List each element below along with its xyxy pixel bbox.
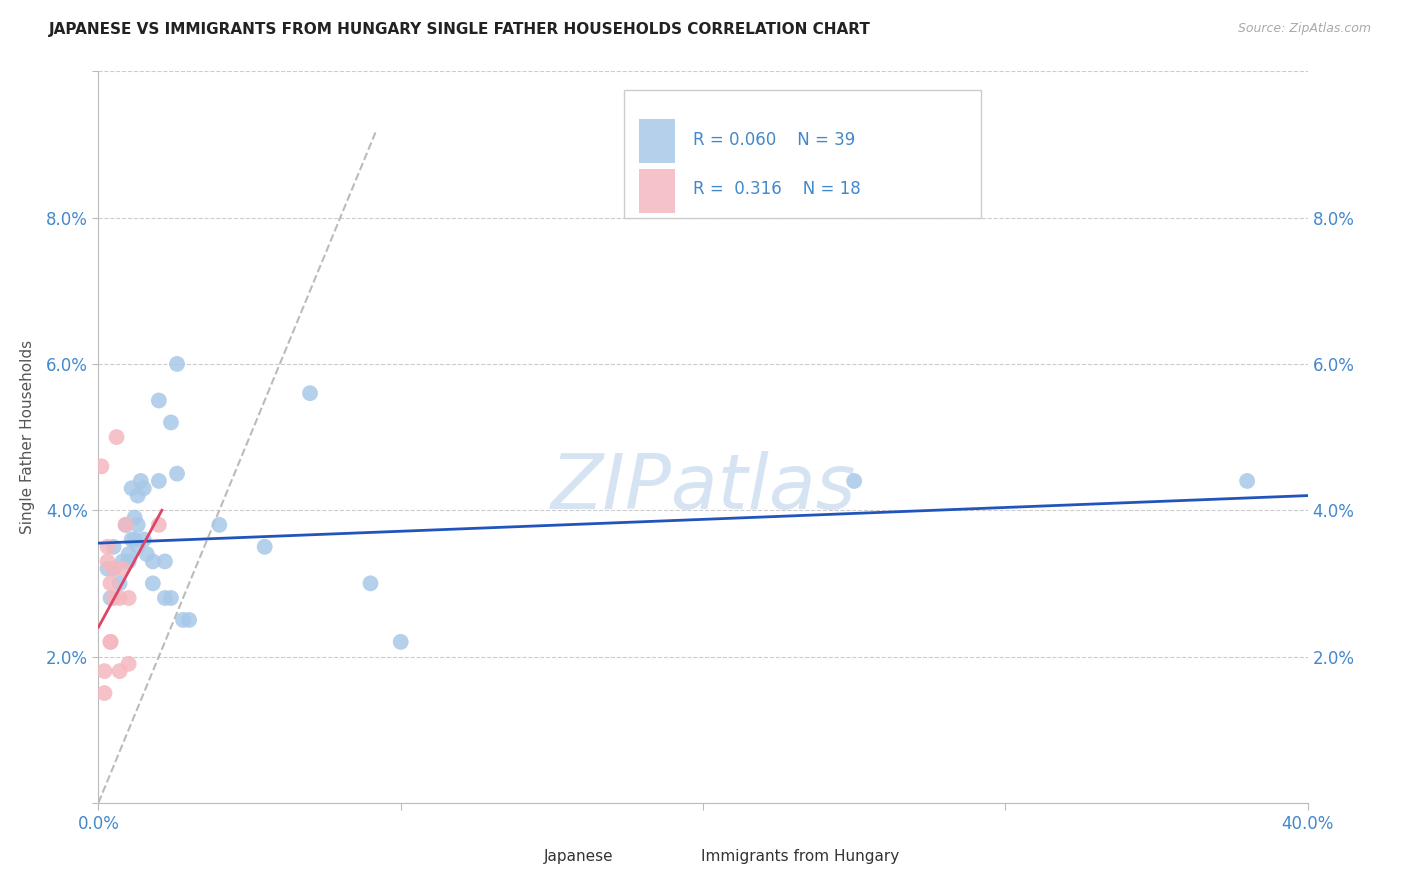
Point: [127, 489, 149, 503]
Point: [93, 686, 115, 700]
Point: [100, 635, 122, 649]
Point: [135, 547, 157, 561]
Point: [100, 576, 122, 591]
Point: [179, 613, 201, 627]
Text: ZIPatlas: ZIPatlas: [550, 451, 856, 525]
Point: [253, 540, 276, 554]
FancyBboxPatch shape: [661, 841, 695, 871]
Point: [118, 657, 141, 671]
Point: [129, 474, 152, 488]
Point: [114, 517, 136, 532]
Point: [118, 591, 141, 605]
Point: [118, 547, 141, 561]
Point: [127, 517, 149, 532]
Point: [148, 474, 170, 488]
Point: [299, 386, 322, 401]
Point: [96, 554, 118, 568]
Point: [96, 562, 118, 576]
FancyBboxPatch shape: [503, 841, 537, 871]
Point: [93, 664, 115, 678]
Point: [105, 430, 128, 444]
Point: [108, 664, 131, 678]
Point: [153, 591, 176, 605]
Point: [127, 540, 149, 554]
Point: [208, 517, 231, 532]
Point: [118, 554, 141, 568]
Point: [844, 474, 866, 488]
Point: [114, 517, 136, 532]
Text: R = 0.060    N = 39: R = 0.060 N = 39: [693, 130, 856, 149]
Point: [111, 554, 134, 568]
Text: Japanese: Japanese: [543, 848, 613, 863]
FancyBboxPatch shape: [624, 89, 981, 218]
Point: [100, 591, 122, 605]
Point: [103, 562, 125, 576]
Text: JAPANESE VS IMMIGRANTS FROM HUNGARY SINGLE FATHER HOUSEHOLDS CORRELATION CHART: JAPANESE VS IMMIGRANTS FROM HUNGARY SING…: [49, 22, 872, 37]
FancyBboxPatch shape: [638, 169, 675, 213]
Point: [172, 613, 194, 627]
Point: [389, 635, 412, 649]
Point: [153, 554, 176, 568]
Point: [148, 517, 170, 532]
Point: [90, 459, 112, 474]
Point: [166, 467, 188, 481]
Point: [166, 357, 188, 371]
Point: [108, 591, 131, 605]
Point: [96, 540, 118, 554]
Point: [103, 591, 125, 605]
Point: [103, 540, 125, 554]
FancyBboxPatch shape: [638, 120, 675, 163]
Y-axis label: Single Father Households: Single Father Households: [20, 340, 35, 534]
Text: Immigrants from Hungary: Immigrants from Hungary: [700, 848, 898, 863]
Point: [160, 416, 183, 430]
Point: [124, 510, 146, 524]
Text: Source: ZipAtlas.com: Source: ZipAtlas.com: [1237, 22, 1371, 36]
Point: [360, 576, 382, 591]
Point: [142, 554, 165, 568]
Point: [148, 393, 170, 408]
Point: [160, 591, 183, 605]
Point: [100, 635, 122, 649]
Text: R =  0.316    N = 18: R = 0.316 N = 18: [693, 180, 860, 199]
Point: [111, 562, 134, 576]
Point: [132, 481, 155, 495]
Point: [1236, 474, 1258, 488]
Point: [132, 533, 155, 547]
Point: [108, 576, 131, 591]
Point: [103, 562, 125, 576]
Point: [124, 533, 146, 547]
Point: [121, 533, 143, 547]
Point: [142, 576, 165, 591]
Point: [121, 481, 143, 495]
